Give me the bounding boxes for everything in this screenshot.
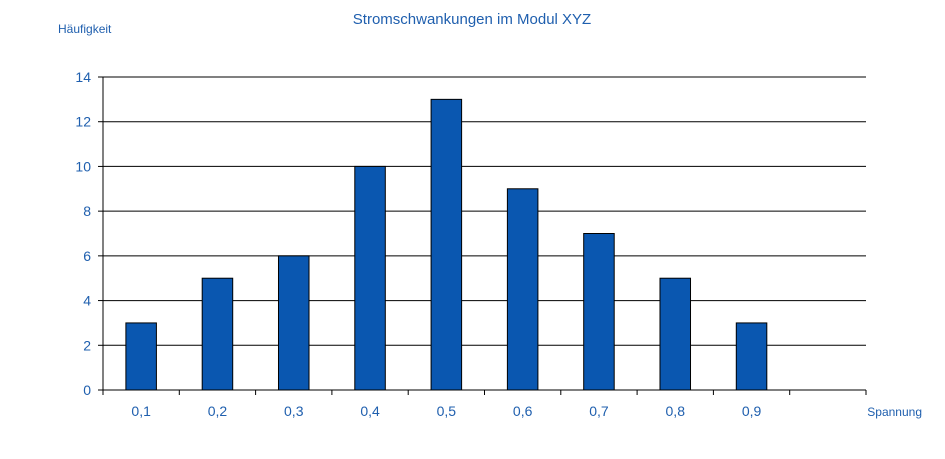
- bars: [125, 98, 768, 391]
- x-tick-label: 0,5: [437, 403, 457, 419]
- axes: [102, 77, 867, 395]
- y-axis-title: Häufigkeit: [58, 22, 112, 36]
- bar: [735, 322, 768, 391]
- x-tick-label: 0,7: [589, 403, 609, 419]
- x-tick-labels: 0,1 0,2 0,3 0,4 0,5 0,6 0,7 0,8 0,9: [131, 403, 761, 419]
- bar: [506, 188, 539, 391]
- x-tick-label: 0,9: [742, 403, 762, 419]
- bar: [201, 277, 234, 391]
- x-tick-label: 0,3: [284, 403, 304, 419]
- y-tick-label: 6: [83, 248, 91, 264]
- x-tick-label: 0,4: [360, 403, 380, 419]
- bar: [430, 98, 463, 391]
- y-tick-label: 14: [75, 69, 91, 85]
- y-tick-label: 12: [75, 114, 91, 130]
- x-axis-title: Spannung: [867, 405, 922, 419]
- y-tick-label: 10: [75, 158, 91, 174]
- x-tick-label: 0,2: [208, 403, 228, 419]
- bar: [583, 233, 615, 391]
- bar: [659, 277, 692, 391]
- bar: [354, 165, 386, 391]
- bar: [125, 322, 157, 391]
- y-tick-label: 8: [83, 203, 91, 219]
- bar: [277, 255, 310, 391]
- x-tick-label: 0,6: [513, 403, 533, 419]
- y-tick-label: 0: [83, 382, 91, 398]
- x-tick-label: 0,1: [131, 403, 151, 419]
- y-tick-labels: 0 2 4 6 8 10 12 14: [75, 69, 103, 398]
- y-tick-label: 4: [83, 293, 91, 309]
- y-tick-label: 2: [83, 337, 91, 353]
- chart-title: Stromschwankungen im Modul XYZ: [353, 11, 591, 28]
- x-tick-label: 0,8: [666, 403, 686, 419]
